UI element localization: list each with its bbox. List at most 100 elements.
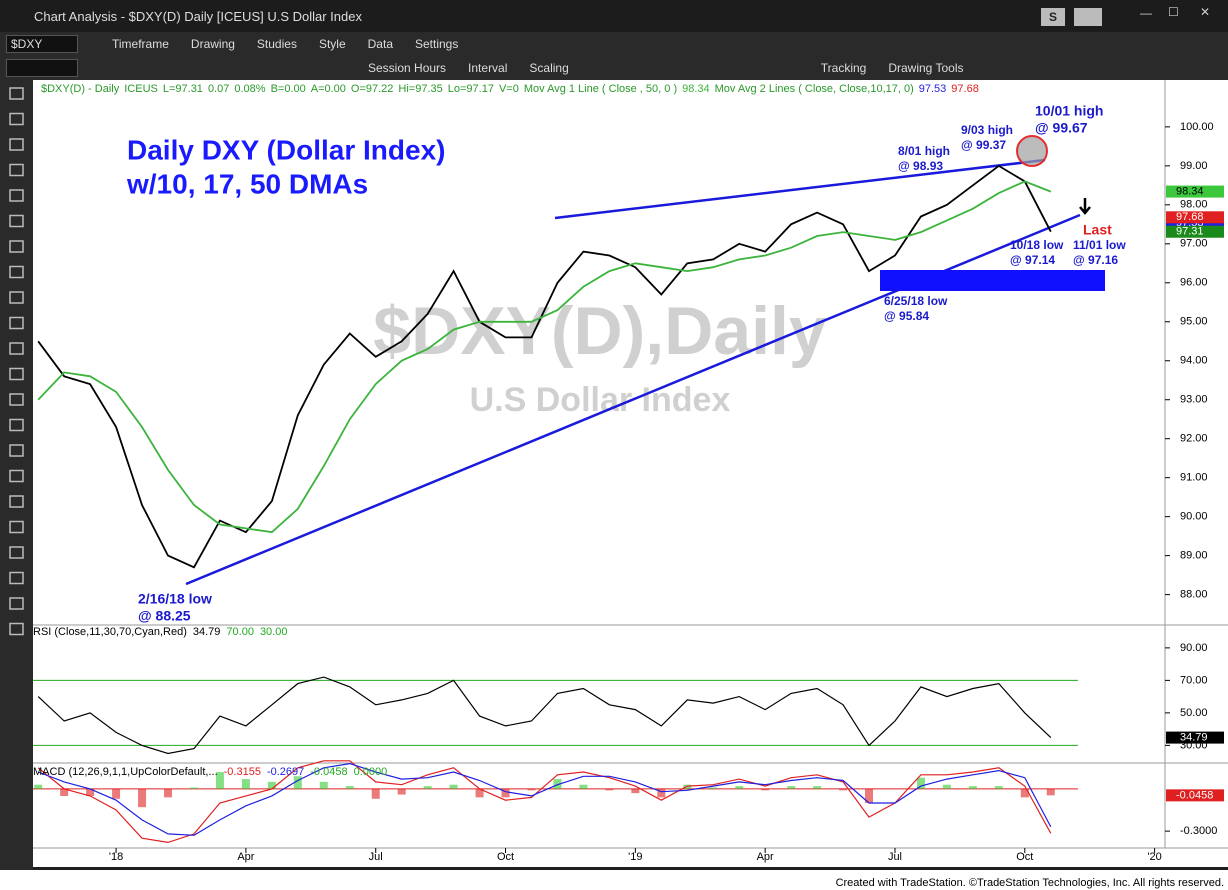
tool-icon	[9, 520, 24, 534]
value-flag	[1166, 731, 1224, 744]
y-tick-label: 99.00	[1180, 160, 1208, 172]
tool-icon	[9, 214, 24, 228]
toolbar-button[interactable]: Interval	[468, 61, 508, 75]
legend-value: -0.0458	[310, 766, 347, 778]
price-flag	[1166, 225, 1224, 238]
histogram-bar	[657, 788, 666, 798]
toolbar-button[interactable]: Drawing Tools	[888, 61, 964, 75]
histogram-bar	[34, 784, 43, 789]
maximize[interactable]: ☐	[1168, 5, 1179, 19]
x-tick-label: Apr	[757, 851, 774, 863]
annotation: @ 97.14	[1010, 253, 1055, 267]
y-tick-label: 96.00	[1180, 277, 1208, 289]
legend-name: Mov Avg 1 Line ( Close , 50, 0 )	[524, 83, 677, 95]
annotation: @ 98.93	[898, 159, 943, 173]
tool-icon	[9, 393, 24, 406]
tool-icon	[9, 418, 24, 432]
legend-item: O=97.22	[351, 83, 394, 95]
annotation: 6/25/18 low	[884, 294, 948, 308]
histogram-bar	[942, 784, 951, 789]
legend-item: A=0.00	[311, 83, 346, 95]
legend: MACD (12,26,9,1,1,UpColorDefault,... -0.3…	[33, 766, 387, 778]
s-button[interactable]: S	[1041, 8, 1065, 26]
histogram-bar	[527, 788, 536, 791]
toolbar-button[interactable]: Scaling	[529, 61, 569, 75]
histogram-bar	[761, 788, 770, 791]
histogram-bar	[683, 784, 692, 789]
series-line	[37, 762, 1052, 836]
annotation: @ 95.84	[884, 309, 929, 323]
annotation: Last	[1083, 222, 1112, 238]
legend-item: Hi=97.35	[398, 83, 442, 95]
y-tick-label: 93.00	[1180, 394, 1208, 406]
minimize[interactable]: —	[1140, 6, 1152, 20]
legend-value: 30.00	[260, 626, 288, 638]
support-zone	[880, 270, 1105, 291]
x-tick-label: Jul	[369, 851, 383, 863]
toolbar-button[interactable]: Drawing	[190, 37, 235, 51]
legend-name: RSI (Close,11,30,70,Cyan,Red)	[33, 626, 187, 638]
annotation: 10/18 low	[1010, 238, 1064, 252]
y-tick-label: 94.00	[1180, 355, 1208, 367]
legend-item: B=0.00	[271, 83, 306, 95]
tool-icon	[9, 112, 24, 126]
price-flag-label: 97.31	[1176, 226, 1204, 238]
tool-icon	[9, 495, 24, 508]
tool-icon	[9, 265, 24, 279]
tool-icon	[9, 163, 24, 177]
legend: RSI (Close,11,30,70,Cyan,Red) 34.79 70.00 3…	[33, 626, 287, 638]
histogram-bar	[138, 788, 147, 808]
histogram-bar	[60, 788, 69, 796]
toolbar-button[interactable]: Data	[367, 37, 393, 51]
histogram-bar	[787, 786, 796, 789]
symbol-box[interactable]: $DXY	[6, 35, 78, 53]
x-tick-label: Oct	[497, 851, 514, 863]
x-tick-label: '19	[628, 851, 642, 863]
histogram-bar	[631, 788, 640, 794]
chart-subtitle: w/10, 17, 50 DMAs	[126, 168, 368, 199]
histogram-bar	[501, 788, 510, 798]
toolbar-button[interactable]: Tracking	[820, 61, 867, 75]
histogram-bar	[112, 788, 121, 799]
annotation: @ 99.67	[1035, 120, 1088, 136]
toolbar: Session Hours Interval Scaling Tracking Draw…	[0, 56, 1228, 80]
histogram-bar	[475, 788, 484, 798]
y-tick-label: 95.00	[1180, 316, 1208, 328]
watermark-text: $DXY(D),Daily	[373, 293, 827, 369]
tool-icon	[9, 546, 24, 559]
arrow	[1079, 198, 1091, 215]
price-flag-label: 97.68	[1176, 211, 1204, 223]
close[interactable]: ✕	[1200, 5, 1211, 19]
histogram-bar	[371, 788, 380, 799]
legend-name: $DXY(D) - Daily	[41, 83, 120, 95]
histogram-bar	[397, 788, 406, 795]
histogram-bar	[319, 781, 328, 789]
legend-value: -0.3155	[224, 766, 261, 778]
tool-icon	[9, 571, 24, 585]
histogram-bar	[215, 772, 224, 789]
legend-value: 34.79	[193, 626, 221, 638]
y-tick-label: 98.00	[1180, 199, 1208, 211]
chart-title: Daily DXY (Dollar Index)	[127, 134, 445, 165]
histogram-bar	[916, 777, 925, 789]
toolbar-button[interactable]: Session Hours	[368, 61, 447, 75]
tool-icon	[9, 597, 24, 610]
histogram-bar	[579, 784, 588, 789]
histogram-bar	[449, 784, 458, 789]
histogram-bar	[994, 786, 1003, 789]
annotation: 10/01 high	[1035, 103, 1103, 119]
histogram-bar	[865, 788, 874, 803]
side-toolbar	[0, 80, 33, 870]
legend-value: -0.2697	[267, 766, 304, 778]
y-tick-label: 90.00	[1180, 511, 1208, 523]
input-box[interactable]	[6, 59, 78, 77]
toolbar-button[interactable]: Style	[318, 37, 346, 51]
annotation: @ 97.16	[1073, 253, 1118, 267]
legend-name: Mov Avg 2 Lines ( Close, Close,10,17, 0)	[715, 83, 914, 95]
toolbar-button[interactable]: Settings	[415, 37, 459, 51]
link-button[interactable]	[1074, 8, 1102, 26]
legend-item: 0.08%	[234, 83, 265, 95]
toolbar-button[interactable]: Studies	[256, 37, 297, 51]
histogram-bar	[267, 781, 276, 789]
toolbar-button[interactable]: Timeframe	[112, 37, 169, 51]
